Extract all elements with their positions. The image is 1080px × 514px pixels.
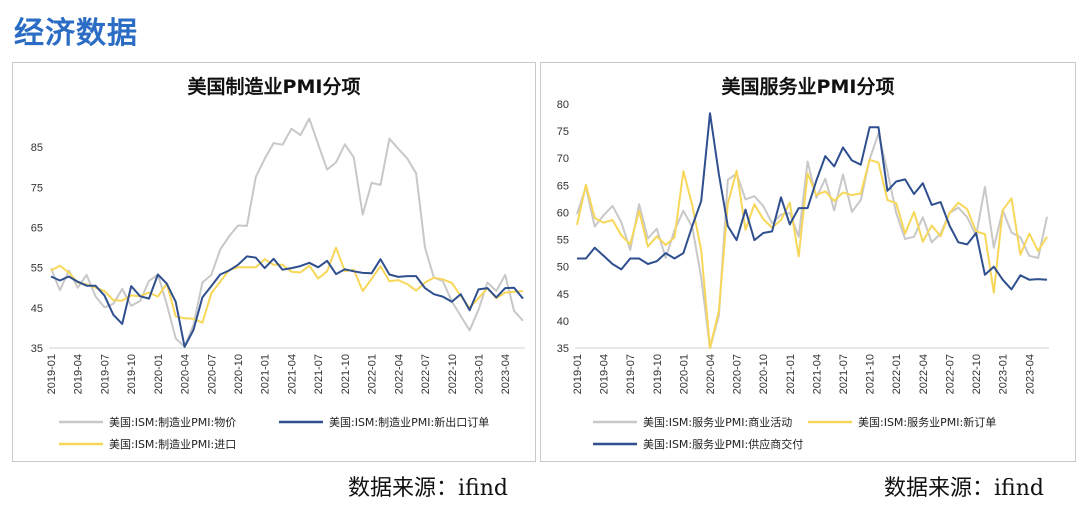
x-tick-label: 2021-10 xyxy=(865,354,877,394)
x-tick-label: 2022-07 xyxy=(420,354,432,394)
legend-label: 美国:ISM:制造业PMI:新出口订单 xyxy=(329,415,489,429)
series-line-1 xyxy=(50,255,524,348)
x-tick-label: 2021-04 xyxy=(286,354,298,394)
legend-label: 美国:ISM:制造业PMI:物价 xyxy=(109,415,236,429)
y-tick-label: 45 xyxy=(557,289,569,301)
series-line-0 xyxy=(576,132,1048,349)
x-tick-label: 2019-07 xyxy=(625,354,637,394)
y-tick-label: 55 xyxy=(31,263,43,275)
y-tick-label: 70 xyxy=(557,153,569,165)
y-tick-label: 65 xyxy=(557,180,569,192)
y-tick-label: 45 xyxy=(31,303,43,315)
x-tick-label: 2023-04 xyxy=(1024,354,1036,394)
x-tick-label: 2019-10 xyxy=(652,354,664,394)
x-tick-label: 2022-07 xyxy=(944,354,956,394)
y-tick-label: 80 xyxy=(557,99,569,111)
x-tick-label: 2021-01 xyxy=(260,354,272,394)
legend-label: 美国:ISM:服务业PMI:供应商交付 xyxy=(643,437,803,451)
series-line-0 xyxy=(50,117,524,348)
x-tick-label: 2022-04 xyxy=(393,354,405,394)
x-tick-label: 2020-07 xyxy=(206,354,218,394)
x-tick-label: 2022-04 xyxy=(918,354,930,394)
x-tick-label: 2020-10 xyxy=(233,354,245,394)
x-tick-label: 2019-10 xyxy=(126,354,138,394)
y-tick-label: 55 xyxy=(557,235,569,247)
x-tick-label: 2019-01 xyxy=(46,354,58,394)
chart-manufacturing-pmi: 美国制造业PMI分项 35 45 55 65 75 85 2019-01 2019-04 2019… xyxy=(31,75,525,451)
x-tick-label: 2022-10 xyxy=(447,354,459,394)
chart-panel-services: 美国服务业PMI分项 35 40 45 50 55 60 65 70 75 80 2019-01 201… xyxy=(540,62,1076,462)
x-tick-label: 2023-04 xyxy=(500,354,512,394)
series-line-2 xyxy=(50,246,524,324)
x-tick-label: 2021-07 xyxy=(838,354,850,394)
y-tick-label: 75 xyxy=(557,126,569,138)
legend-label: 美国:ISM:服务业PMI:商业活动 xyxy=(643,415,792,429)
x-tick-label: 2022-01 xyxy=(891,354,903,394)
y-tick-label: 50 xyxy=(557,262,569,274)
x-tick-label: 2021-01 xyxy=(785,354,797,394)
y-tick-label: 65 xyxy=(31,222,43,234)
x-tick-label: 2019-01 xyxy=(572,354,584,394)
y-tick-label: 75 xyxy=(31,182,43,194)
series-line-1 xyxy=(576,158,1048,349)
data-source-left: 数据来源：ifind xyxy=(348,476,508,501)
legend-label: 美国:ISM:服务业PMI:新订单 xyxy=(858,415,996,429)
x-tick-label: 2021-10 xyxy=(340,354,352,394)
x-tick-label: 2021-07 xyxy=(313,354,325,394)
y-tick-label: 60 xyxy=(557,207,569,219)
x-tick-label: 2020-04 xyxy=(705,354,717,394)
x-tick-label: 2021-04 xyxy=(811,354,823,394)
legend-label: 美国:ISM:制造业PMI:进口 xyxy=(109,437,236,451)
x-tick-label: 2023-01 xyxy=(473,354,485,394)
x-tick-label: 2019-07 xyxy=(99,354,111,394)
page-title: 经济数据 xyxy=(14,16,138,51)
y-tick-label: 35 xyxy=(557,343,569,355)
y-tick-label: 35 xyxy=(31,343,43,355)
x-tick-label: 2020-01 xyxy=(153,354,165,394)
chart-title: 美国服务业PMI分项 xyxy=(722,75,895,98)
x-tick-label: 2020-04 xyxy=(180,354,192,394)
chart-services-pmi: 美国服务业PMI分项 35 40 45 50 55 60 65 70 75 80 2019-01 201… xyxy=(557,75,1049,451)
y-tick-label: 40 xyxy=(557,316,569,328)
series-line-2 xyxy=(577,112,1048,291)
x-tick-label: 2019-04 xyxy=(599,354,611,394)
chart-title: 美国制造业PMI分项 xyxy=(188,75,361,98)
y-tick-label: 85 xyxy=(31,142,43,154)
x-tick-label: 2022-01 xyxy=(367,354,379,394)
x-tick-label: 2023-01 xyxy=(998,354,1010,394)
chart-panel-manufacturing: 美国制造业PMI分项 35 45 55 65 75 85 2019-01 2019-04 2019… xyxy=(12,62,536,462)
x-tick-label: 2020-10 xyxy=(758,354,770,394)
x-tick-label: 2019-04 xyxy=(73,354,85,394)
x-tick-label: 2020-07 xyxy=(732,354,744,394)
x-tick-label: 2022-10 xyxy=(971,354,983,394)
data-source-right: 数据来源：ifind xyxy=(884,476,1044,501)
x-tick-label: 2020-01 xyxy=(678,354,690,394)
